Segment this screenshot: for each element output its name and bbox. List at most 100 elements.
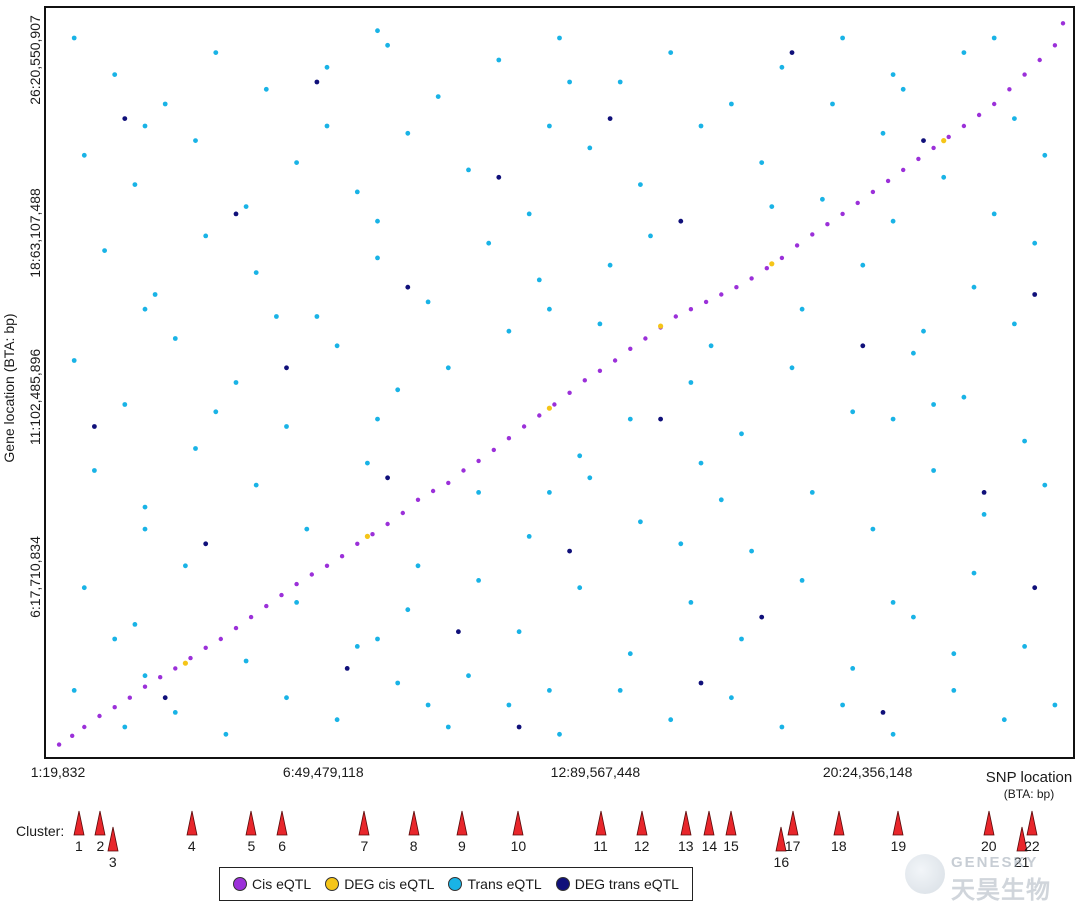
trans-eqtl-point [354,644,360,649]
trans-eqtl-point [476,490,481,495]
trans-eqtl-point [334,343,340,349]
cis-eqtl-point [779,255,785,261]
deg-trans-eqtl-point [516,724,522,730]
legend-swatch [233,877,248,891]
trans-eqtl-point [597,321,603,327]
cluster-number: 15 [723,838,739,854]
trans-eqtl-point [850,409,856,415]
cluster-triangle-icon [1026,810,1038,836]
deg-cis-eqtl-point [182,660,188,666]
trans-eqtl-point [648,233,653,239]
cis-eqtl-point [855,200,860,206]
trans-eqtl-point [941,174,947,180]
trans-eqtl-point [354,189,360,195]
trans-eqtl-point [263,86,269,92]
cluster-number: 3 [108,854,117,870]
trans-eqtl-point [213,409,219,415]
cis-eqtl-point [688,307,694,312]
cluster-marker: 16 [771,826,791,870]
trans-eqtl-point [496,57,502,63]
trans-eqtl-point [486,240,492,246]
cis-eqtl-point [1007,87,1012,92]
trans-eqtl-point [122,402,128,407]
trans-eqtl-point [577,585,583,591]
cis-eqtl-point [1060,21,1066,26]
trans-eqtl-point [193,446,198,451]
cis-eqtl-point [385,521,390,527]
cis-eqtl-point [248,614,254,620]
cluster-marker: 22 [1022,810,1042,854]
trans-eqtl-point [405,130,411,136]
cluster-number: 5 [247,838,256,854]
deg-trans-eqtl-point [344,666,350,671]
trans-eqtl-point [809,490,815,495]
trans-eqtl-point [547,490,552,495]
trans-eqtl-point [435,94,441,99]
deg-trans-eqtl-point [658,416,663,422]
trans-eqtl-point [294,600,299,605]
trans-eqtl-point [739,636,744,642]
trans-eqtl-point [880,130,886,136]
cluster-marker: 17 [783,810,803,854]
trans-eqtl-point [617,79,623,85]
deg-trans-eqtl-point [880,710,886,715]
cluster-triangle-icon [680,810,692,836]
trans-eqtl-point [587,475,593,481]
deg-trans-eqtl-point [759,614,765,620]
cis-eqtl-point [127,695,132,700]
trans-eqtl-point [314,314,320,319]
deg-trans-eqtl-point [233,211,239,217]
trans-eqtl-point [547,688,552,693]
cluster-number: 1 [74,838,83,854]
cis-eqtl-point [56,742,62,747]
trans-eqtl-point [425,702,431,708]
watermark-en: GENESKY [951,854,1039,871]
deg-trans-eqtl-point [567,548,572,554]
trans-eqtl-point [334,717,340,723]
cis-eqtl-point [673,314,678,319]
x-tick-label: 6:49,479,118 [282,764,364,780]
trans-eqtl-point [375,416,380,422]
x-axis-unit: (BTA: bp) [1003,787,1055,801]
scatter-plot [56,21,1066,747]
trans-eqtl-point [203,233,209,239]
cis-eqtl-point [916,156,921,162]
trans-eqtl-point [142,306,148,312]
trans-eqtl-point [253,270,259,275]
legend-item: DEG trans eQTL [555,876,679,892]
trans-eqtl-point [142,526,148,532]
cluster-marker: 1 [69,810,89,854]
trans-eqtl-point [668,50,674,55]
cis-eqtl-point [1052,43,1058,48]
trans-eqtl-point [71,35,77,41]
cluster-marker: 4 [182,810,202,854]
cluster-number: 14 [701,838,718,854]
cis-eqtl-point [370,532,375,537]
cis-eqtl-point [279,592,284,598]
cluster-marker: 20 [979,810,999,854]
deg-trans-eqtl-point [122,116,128,121]
trans-eqtl-point [1022,438,1027,444]
trans-eqtl-point [759,160,765,166]
trans-eqtl-point [152,292,158,297]
trans-eqtl-point [850,666,856,671]
trans-eqtl-point [375,218,380,224]
legend-item: Trans eQTL [448,876,542,892]
deg-trans-eqtl-point [456,629,461,635]
trans-eqtl-point [789,365,795,371]
trans-eqtl-point [961,50,967,55]
deg-trans-eqtl-point [981,490,987,495]
cluster-marker: 15 [721,810,741,854]
watermark-logo: GENESKY 天昊生物 [905,852,1075,904]
cluster-number: 13 [678,838,694,854]
cis-eqtl-point [203,645,208,650]
cis-eqtl-point [233,625,239,631]
trans-eqtl-point [981,512,987,517]
deg-trans-eqtl-point [698,680,704,686]
watermark-logo-icon [905,854,945,894]
y-axis-title: Gene location (BTA: bp) [1,313,17,463]
cluster-number: 21 [1013,854,1030,870]
trans-eqtl-point [921,328,926,334]
trans-eqtl-point [890,72,896,77]
y-tick-label: 11:102,485,896 [27,349,43,446]
